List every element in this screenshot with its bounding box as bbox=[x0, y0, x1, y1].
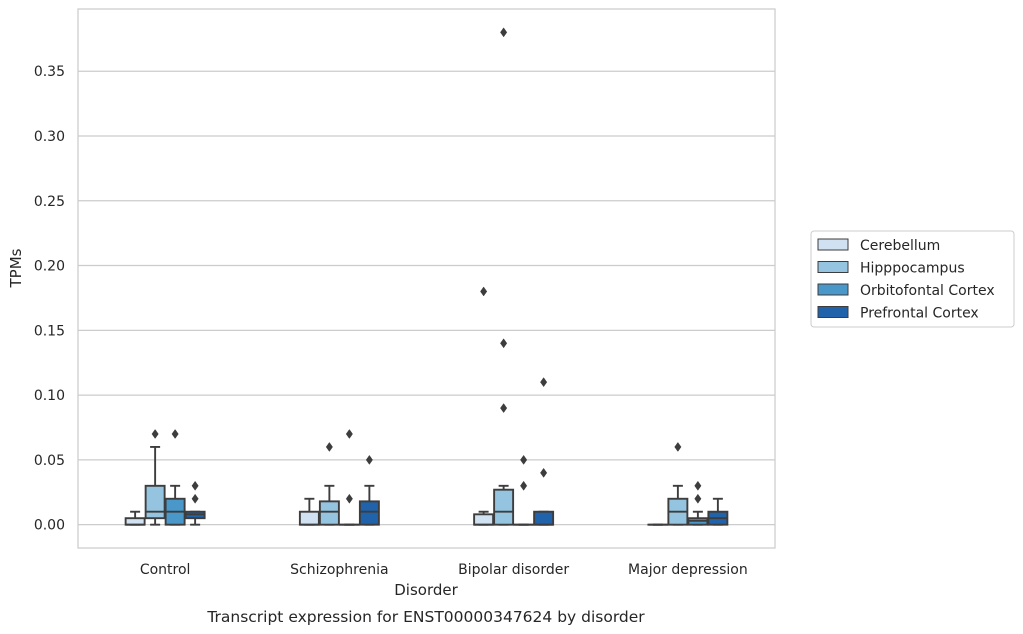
box-1-1 bbox=[318, 442, 340, 526]
box-0-0 bbox=[124, 510, 146, 526]
chart-caption: Transcript expression for ENST0000034762… bbox=[206, 608, 645, 626]
flier-point bbox=[674, 442, 682, 452]
flier-point bbox=[480, 286, 488, 297]
box-1-3 bbox=[667, 442, 689, 526]
plot-frame bbox=[77, 8, 776, 549]
y-tick-label: 0.15 bbox=[34, 323, 65, 339]
y-tick-label: 0.25 bbox=[34, 194, 65, 210]
flier-point bbox=[325, 442, 333, 452]
box-0-2 bbox=[473, 286, 495, 526]
flier-point bbox=[365, 454, 373, 465]
box-rect bbox=[144, 484, 166, 520]
legend-swatch bbox=[817, 261, 849, 273]
flier-point bbox=[500, 27, 508, 38]
flier-point bbox=[540, 377, 548, 388]
box-2-3 bbox=[687, 480, 709, 526]
y-tick-labels: 0.00 0.05 0.10 0.15 0.20 0.25 0.30 0.35 bbox=[34, 64, 65, 533]
flier-point bbox=[151, 429, 159, 439]
x-tick-label: Major depression bbox=[628, 562, 748, 578]
legend-label: Prefrontal Cortex bbox=[860, 306, 979, 322]
y-tick-label: 0.00 bbox=[34, 518, 65, 534]
box-2-2 bbox=[513, 454, 535, 526]
y-tick-label: 0.30 bbox=[34, 129, 65, 145]
x-axis-label: Disorder bbox=[394, 581, 458, 599]
box-1-0 bbox=[144, 429, 166, 526]
x-tick-label: Schizophrenia bbox=[290, 562, 388, 578]
flier-point bbox=[520, 480, 528, 491]
legend-label: Orbitofontal Cortex bbox=[860, 283, 995, 299]
legend-swatch bbox=[817, 306, 849, 318]
box-rect bbox=[358, 500, 380, 526]
box-2-1 bbox=[338, 429, 360, 526]
box-rect bbox=[493, 488, 515, 526]
flier-point bbox=[345, 429, 353, 439]
box-3-2 bbox=[533, 377, 555, 526]
box-2-0 bbox=[164, 429, 186, 526]
legend-frame bbox=[810, 230, 1015, 328]
flier-point bbox=[191, 493, 199, 504]
box-3-1 bbox=[358, 454, 380, 526]
y-tick-label: 0.35 bbox=[34, 64, 65, 80]
x-tick-label: Bipolar disorder bbox=[458, 562, 569, 578]
flier-point bbox=[694, 480, 702, 491]
box-rect bbox=[473, 513, 495, 526]
box-3-0 bbox=[184, 480, 206, 526]
flier-point bbox=[191, 480, 199, 491]
box-rect bbox=[298, 510, 320, 526]
x-tick-labels: Control Schizophrenia Bipolar disorder Majo… bbox=[140, 562, 748, 578]
flier-point bbox=[171, 429, 179, 439]
y-tick-label: 0.20 bbox=[34, 259, 65, 275]
box-rect bbox=[533, 510, 555, 526]
legend-swatch bbox=[817, 283, 849, 296]
legend-label: Hipppocampus bbox=[860, 261, 965, 277]
legend: Cerebellum Hipppocampus Orbitofontal Corte… bbox=[810, 230, 1015, 328]
box-1-2 bbox=[493, 27, 515, 526]
y-tick-label: 0.05 bbox=[34, 453, 65, 469]
flier-point bbox=[540, 467, 548, 478]
flier-point bbox=[500, 338, 508, 349]
x-tick-label: Control bbox=[140, 562, 191, 578]
y-tick-label: 0.10 bbox=[34, 388, 65, 404]
legend-swatch bbox=[817, 238, 849, 251]
box-rect bbox=[318, 500, 340, 526]
box-3-3 bbox=[707, 497, 729, 526]
legend-label: Cerebellum bbox=[860, 238, 940, 254]
y-axis-label: TPMs bbox=[7, 248, 25, 288]
box-0-1 bbox=[298, 497, 320, 526]
flier-point bbox=[520, 454, 528, 465]
box-rect bbox=[124, 517, 146, 526]
box-groups bbox=[124, 27, 729, 526]
flier-point bbox=[345, 493, 353, 504]
flier-point bbox=[694, 493, 702, 504]
flier-point bbox=[500, 403, 508, 413]
gridlines bbox=[78, 70, 775, 526]
